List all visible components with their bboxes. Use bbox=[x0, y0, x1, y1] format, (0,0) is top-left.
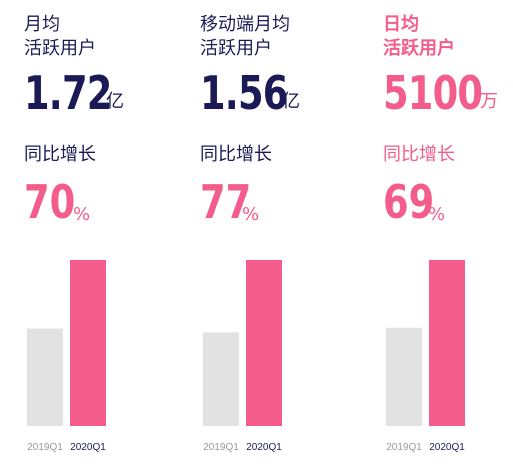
metric-value-unit: 万 bbox=[480, 91, 498, 112]
yoy-percent-sign: % bbox=[428, 204, 446, 225]
metric-value-unit: 亿 bbox=[282, 91, 300, 112]
yoy-value: 69 bbox=[383, 175, 435, 229]
metric-value: 1.72 bbox=[24, 66, 112, 120]
x-tick-label: 2020Q1 bbox=[429, 442, 465, 453]
bar-2019Q1 bbox=[203, 332, 239, 426]
metric-value: 5100 bbox=[383, 66, 483, 120]
yoy-label: 同比增长 bbox=[200, 144, 272, 165]
yoy-label: 同比增长 bbox=[24, 144, 96, 165]
metric-label-line1: 月均 bbox=[24, 14, 60, 35]
metric-label-line1: 日均 bbox=[383, 14, 419, 35]
yoy-percent-sign: % bbox=[242, 204, 260, 225]
metric-column-mau: 月均 活跃用户 1.72 亿 同比增长 70 % 2019Q1 2020Q1 bbox=[24, 0, 194, 468]
metric-column-dau: 日均 活跃用户 5100 万 同比增长 69 % 2019Q1 2020Q1 bbox=[383, 0, 513, 468]
bar-2020Q1 bbox=[70, 260, 106, 426]
bar-chart-mobile-mau: 2019Q1 2020Q1 bbox=[203, 260, 282, 453]
bar-2020Q1 bbox=[246, 260, 282, 426]
metric-value: 1.56 bbox=[200, 66, 288, 120]
bar-2019Q1 bbox=[27, 328, 63, 426]
yoy-value: 77 bbox=[200, 175, 252, 229]
x-tick-label: 2020Q1 bbox=[246, 442, 282, 453]
bar-chart-mau: 2019Q1 2020Q1 bbox=[27, 260, 106, 453]
x-tick-label: 2020Q1 bbox=[70, 442, 106, 453]
bar-2020Q1 bbox=[429, 260, 465, 426]
bar-2019Q1 bbox=[386, 327, 422, 426]
metric-label-line2: 活跃用户 bbox=[24, 38, 96, 59]
metric-column-mobile-mau: 移动端月均 活跃用户 1.56 亿 同比增长 77 % 2019Q1 2020Q1 bbox=[200, 0, 370, 468]
x-tick-label: 2019Q1 bbox=[386, 442, 422, 453]
yoy-label: 同比增长 bbox=[383, 144, 455, 165]
metric-value-unit: 亿 bbox=[106, 91, 124, 112]
metric-label-line1: 移动端月均 bbox=[200, 14, 290, 35]
x-tick-label: 2019Q1 bbox=[27, 442, 63, 453]
x-tick-label: 2019Q1 bbox=[203, 442, 239, 453]
yoy-percent-sign: % bbox=[73, 204, 91, 225]
metric-label-line2: 活跃用户 bbox=[383, 38, 455, 59]
metric-label-line2: 活跃用户 bbox=[200, 38, 272, 59]
bar-chart-dau: 2019Q1 2020Q1 bbox=[386, 260, 465, 453]
yoy-value: 70 bbox=[24, 175, 76, 229]
